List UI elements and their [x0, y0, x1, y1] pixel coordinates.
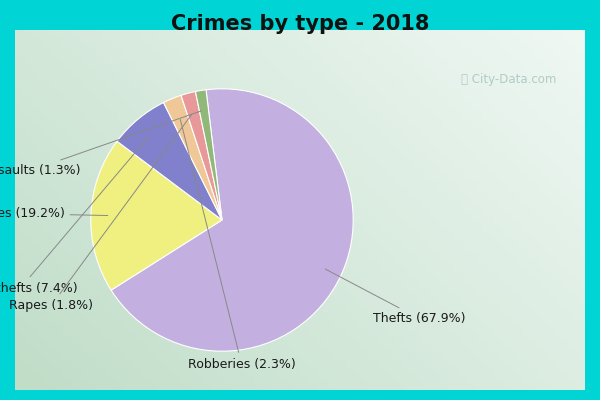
- Wedge shape: [181, 92, 222, 220]
- Wedge shape: [117, 102, 222, 220]
- Text: Rapes (1.8%): Rapes (1.8%): [10, 114, 191, 312]
- Text: ⓘ City-Data.com: ⓘ City-Data.com: [461, 73, 557, 86]
- Wedge shape: [164, 95, 222, 220]
- Text: Thefts (67.9%): Thefts (67.9%): [325, 269, 466, 325]
- Text: Robberies (2.3%): Robberies (2.3%): [181, 120, 296, 371]
- Wedge shape: [196, 90, 222, 220]
- Text: Assaults (1.3%): Assaults (1.3%): [0, 111, 201, 177]
- Wedge shape: [111, 89, 353, 351]
- Text: Crimes by type - 2018: Crimes by type - 2018: [171, 14, 429, 34]
- Text: Burglaries (19.2%): Burglaries (19.2%): [0, 207, 108, 220]
- Wedge shape: [91, 141, 222, 290]
- Text: Auto thefts (7.4%): Auto thefts (7.4%): [0, 136, 149, 295]
